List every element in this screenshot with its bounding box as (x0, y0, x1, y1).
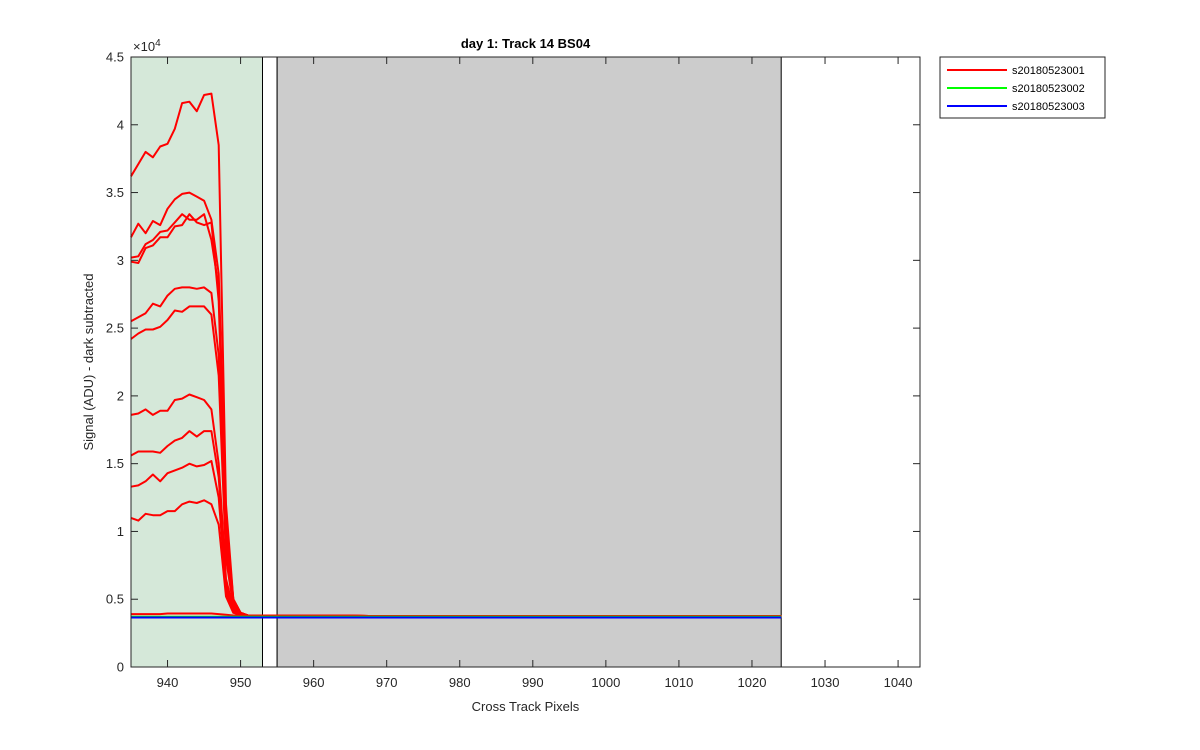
y-tick-label: 2.5 (106, 321, 124, 336)
y-axis: 0 0.5 1 1.5 2 2.5 3 3.5 4 4.5 (106, 50, 920, 675)
x-axis: 940 950 960 970 980 990 1000 1010 1020 1030 1040 (157, 57, 913, 690)
region-outline-1 (262, 56, 278, 668)
region-shaded-2 (276, 56, 782, 668)
x-tick-label: 950 (230, 675, 252, 690)
y-tick-label: 1.5 (106, 456, 124, 471)
x-tick-label: 990 (522, 675, 544, 690)
legend-label-2: s20180523002 (1012, 83, 1085, 95)
y-tick-label: 2 (117, 388, 124, 403)
y-tick-label: 0.5 (106, 592, 124, 607)
region-shaded-0 (130, 56, 263, 668)
series-layer (130, 92, 782, 619)
x-tick-label: 1010 (664, 675, 693, 690)
y-tick-label: 4 (117, 117, 124, 132)
shaded-regions (130, 56, 782, 668)
y-tick-label: 4.5 (106, 50, 124, 65)
x-tick-label: 1040 (884, 675, 913, 690)
y-tick-label: 3 (117, 253, 124, 268)
x-tick-label: 960 (303, 675, 325, 690)
x-tick-label: 1020 (738, 675, 767, 690)
x-tick-label: 970 (376, 675, 398, 690)
y-tick-label: 1 (117, 524, 124, 539)
y-axis-label: Signal (ADU) - dark subtracted (81, 273, 96, 450)
x-axis-label: Cross Track Pixels (472, 699, 580, 714)
x-tick-label: 980 (449, 675, 471, 690)
legend-label-3: s20180523003 (1012, 101, 1085, 113)
x-tick-label: 1000 (591, 675, 620, 690)
x-tick-label: 1030 (811, 675, 840, 690)
legend: s20180523001 s20180523002 s20180523003 (939, 56, 1106, 119)
chart-title: day 1: Track 14 BS04 (461, 36, 591, 51)
legend-label-1: s20180523001 (1012, 65, 1085, 77)
y-tick-label: 3.5 (106, 185, 124, 200)
y-tick-label: 0 (117, 660, 124, 675)
plot-frame (130, 56, 921, 668)
y-axis-exponent: ×104 (133, 38, 161, 54)
x-tick-label: 940 (157, 675, 179, 690)
